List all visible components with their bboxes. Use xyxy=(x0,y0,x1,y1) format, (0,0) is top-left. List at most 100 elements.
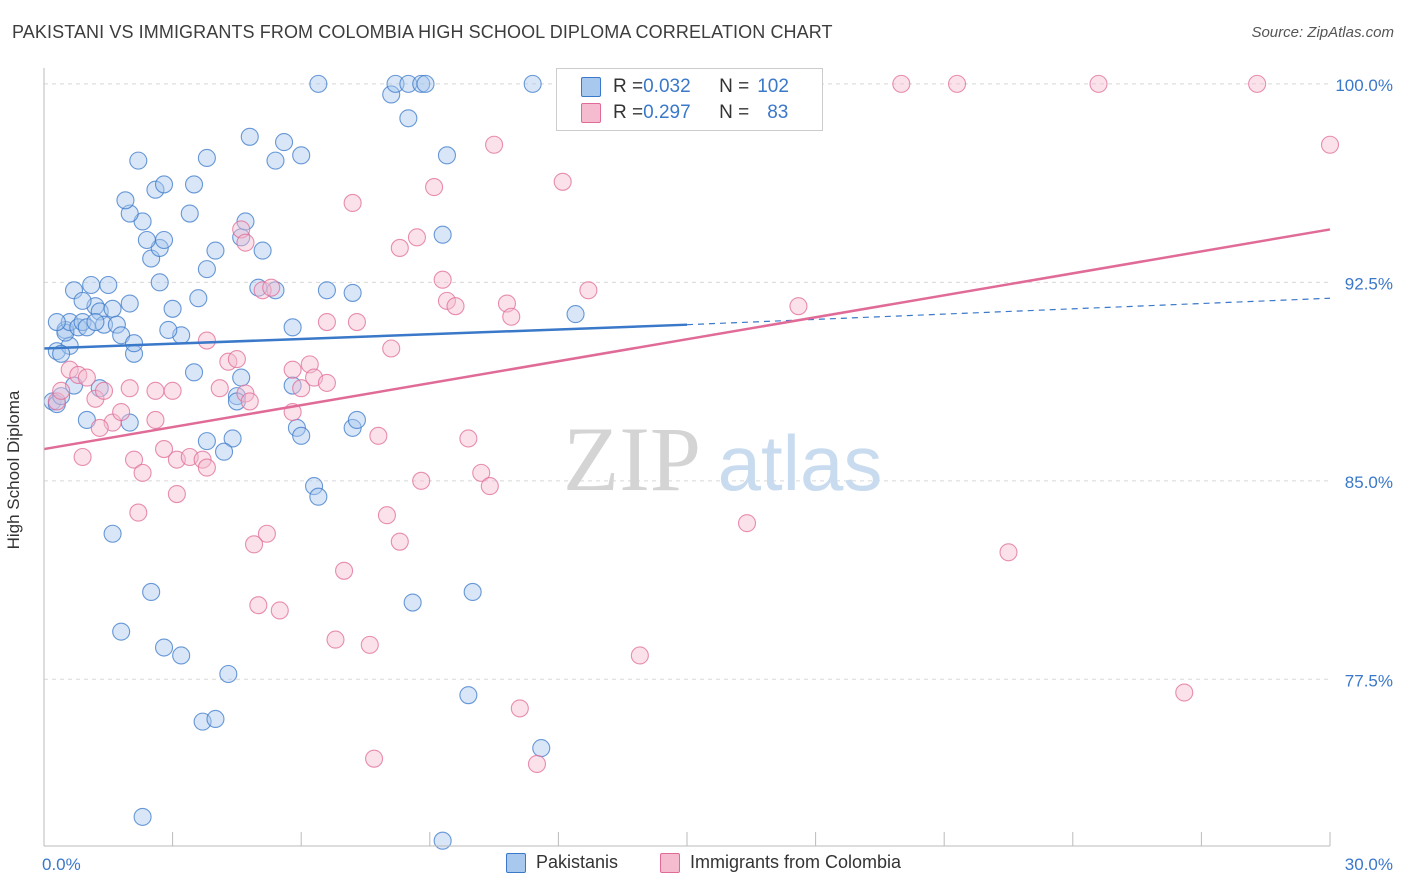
colombia-point xyxy=(227,350,246,369)
colombia-point xyxy=(197,331,216,350)
pakistanis-point xyxy=(433,831,452,850)
stats-row-pakistanis: R = 0.032 N = 102 xyxy=(581,74,789,100)
colombia-point xyxy=(425,178,444,197)
pakistanis-point xyxy=(112,622,131,641)
colombia-point xyxy=(120,379,139,398)
pakistanis-point xyxy=(206,709,225,729)
n-label: N = xyxy=(719,76,750,97)
legend-item-pakistanis[interactable]: Pakistanis xyxy=(506,852,618,873)
pakistanis-point xyxy=(266,151,285,170)
pakistanis-point xyxy=(77,410,96,430)
pakistanis-swatch xyxy=(506,852,526,873)
pakistanis-trendline-extension xyxy=(686,297,1331,326)
pakistanis-point xyxy=(309,74,328,93)
trend-layer xyxy=(43,228,1331,451)
colombia-point xyxy=(892,74,911,93)
pakistanis-point xyxy=(197,148,216,168)
pakistanis-point xyxy=(223,429,242,448)
colombia-point xyxy=(236,233,255,252)
colombia-point xyxy=(412,471,431,490)
stats-legend: R = 0.032 N = 102 R = 0.297 N = 83 xyxy=(556,68,823,131)
colombia-point xyxy=(262,278,281,297)
pakistanis-point xyxy=(99,275,118,295)
y-axis-label: High School Diploma xyxy=(4,390,23,550)
legend-item-colombia[interactable]: Immigrants from Colombia xyxy=(660,852,901,873)
pakistanis-point xyxy=(197,260,216,279)
colombia-point xyxy=(335,561,354,580)
pakistanis-point xyxy=(305,477,324,496)
colombia-point xyxy=(94,381,114,400)
r-value: 0.032 xyxy=(643,76,691,97)
pakistanis-point xyxy=(150,273,169,292)
pakistanis-point xyxy=(309,487,328,506)
colombia-point xyxy=(146,410,165,430)
pakistanis-point xyxy=(214,442,234,461)
series-legend: Pakistanis Immigrants from Colombia xyxy=(0,852,1406,876)
colombia-point xyxy=(347,312,366,332)
tick-labels: 100.0% 92.5% 85.0% 77.5% 0.0% 30.0% xyxy=(42,76,1393,874)
source-note: Source: ZipAtlas.com xyxy=(1251,24,1394,41)
colombia-point xyxy=(154,440,174,459)
n-value: 102 xyxy=(757,76,789,97)
colombia-point xyxy=(360,635,379,654)
x-tick-label: 0.0% xyxy=(42,855,81,874)
x-tick-label: 30.0% xyxy=(1345,855,1393,874)
pakistanis-point xyxy=(232,368,251,387)
watermark: ZIP atlas xyxy=(563,408,882,510)
pakistanis-point xyxy=(433,225,452,244)
colombia-point xyxy=(365,749,384,768)
colombia-point xyxy=(510,699,529,718)
pakistanis-point xyxy=(523,74,542,93)
colombia-point xyxy=(1089,74,1108,93)
colombia-trendline xyxy=(43,228,1331,451)
pakistanis-point xyxy=(184,175,204,194)
colombia-point xyxy=(146,381,165,400)
colombia-point xyxy=(129,503,148,522)
colombia-point xyxy=(630,646,649,665)
colombia-point xyxy=(1320,135,1340,154)
colombia-point xyxy=(502,307,521,326)
pakistanis-point xyxy=(292,426,311,445)
colombia-point xyxy=(1175,683,1194,702)
pakistanis-point xyxy=(386,74,405,93)
colombia-point xyxy=(270,601,289,620)
colombia-point xyxy=(163,381,182,400)
axis-layer xyxy=(43,68,1331,847)
colombia-point xyxy=(317,312,336,332)
colombia-point xyxy=(579,281,598,300)
colombia-point xyxy=(52,381,71,400)
colombia-swatch xyxy=(581,103,601,123)
pakistanis-point xyxy=(416,74,435,93)
colombia-point xyxy=(133,463,152,482)
colombia-point xyxy=(999,543,1018,562)
pakistanis-point xyxy=(343,283,362,302)
legend-label-colombia: Immigrants from Colombia xyxy=(690,852,902,872)
n-label: N = xyxy=(719,102,750,123)
pakistanis-point xyxy=(133,212,152,231)
r-label: R = xyxy=(613,76,644,97)
pakistanis-point xyxy=(292,146,311,165)
pakistanis-point xyxy=(163,299,182,318)
colombia-point xyxy=(390,238,409,257)
pakistanis-point xyxy=(275,133,294,152)
colombia-point xyxy=(90,418,109,437)
pakistanis-point xyxy=(73,291,92,310)
colombia-point xyxy=(197,458,216,477)
colombia-point xyxy=(527,754,547,774)
pakistanis-point xyxy=(180,204,199,223)
colombia-point xyxy=(480,477,499,496)
pakistanis-point xyxy=(154,175,174,194)
pakistanis-point xyxy=(459,686,478,705)
colombia-point xyxy=(407,228,426,247)
pakistanis-point xyxy=(60,312,79,332)
y-tick-label: 92.5% xyxy=(1345,274,1393,293)
colombia-point xyxy=(1248,74,1267,93)
pakistanis-point xyxy=(399,109,418,128)
colombia-point xyxy=(240,392,259,411)
pakistanis-point xyxy=(116,191,135,210)
pakistanis-point xyxy=(317,281,336,300)
r-label: R = xyxy=(613,102,644,123)
r-value: 0.297 xyxy=(643,102,691,123)
pakistanis-point xyxy=(107,315,126,334)
pakistanis-point xyxy=(184,363,204,382)
